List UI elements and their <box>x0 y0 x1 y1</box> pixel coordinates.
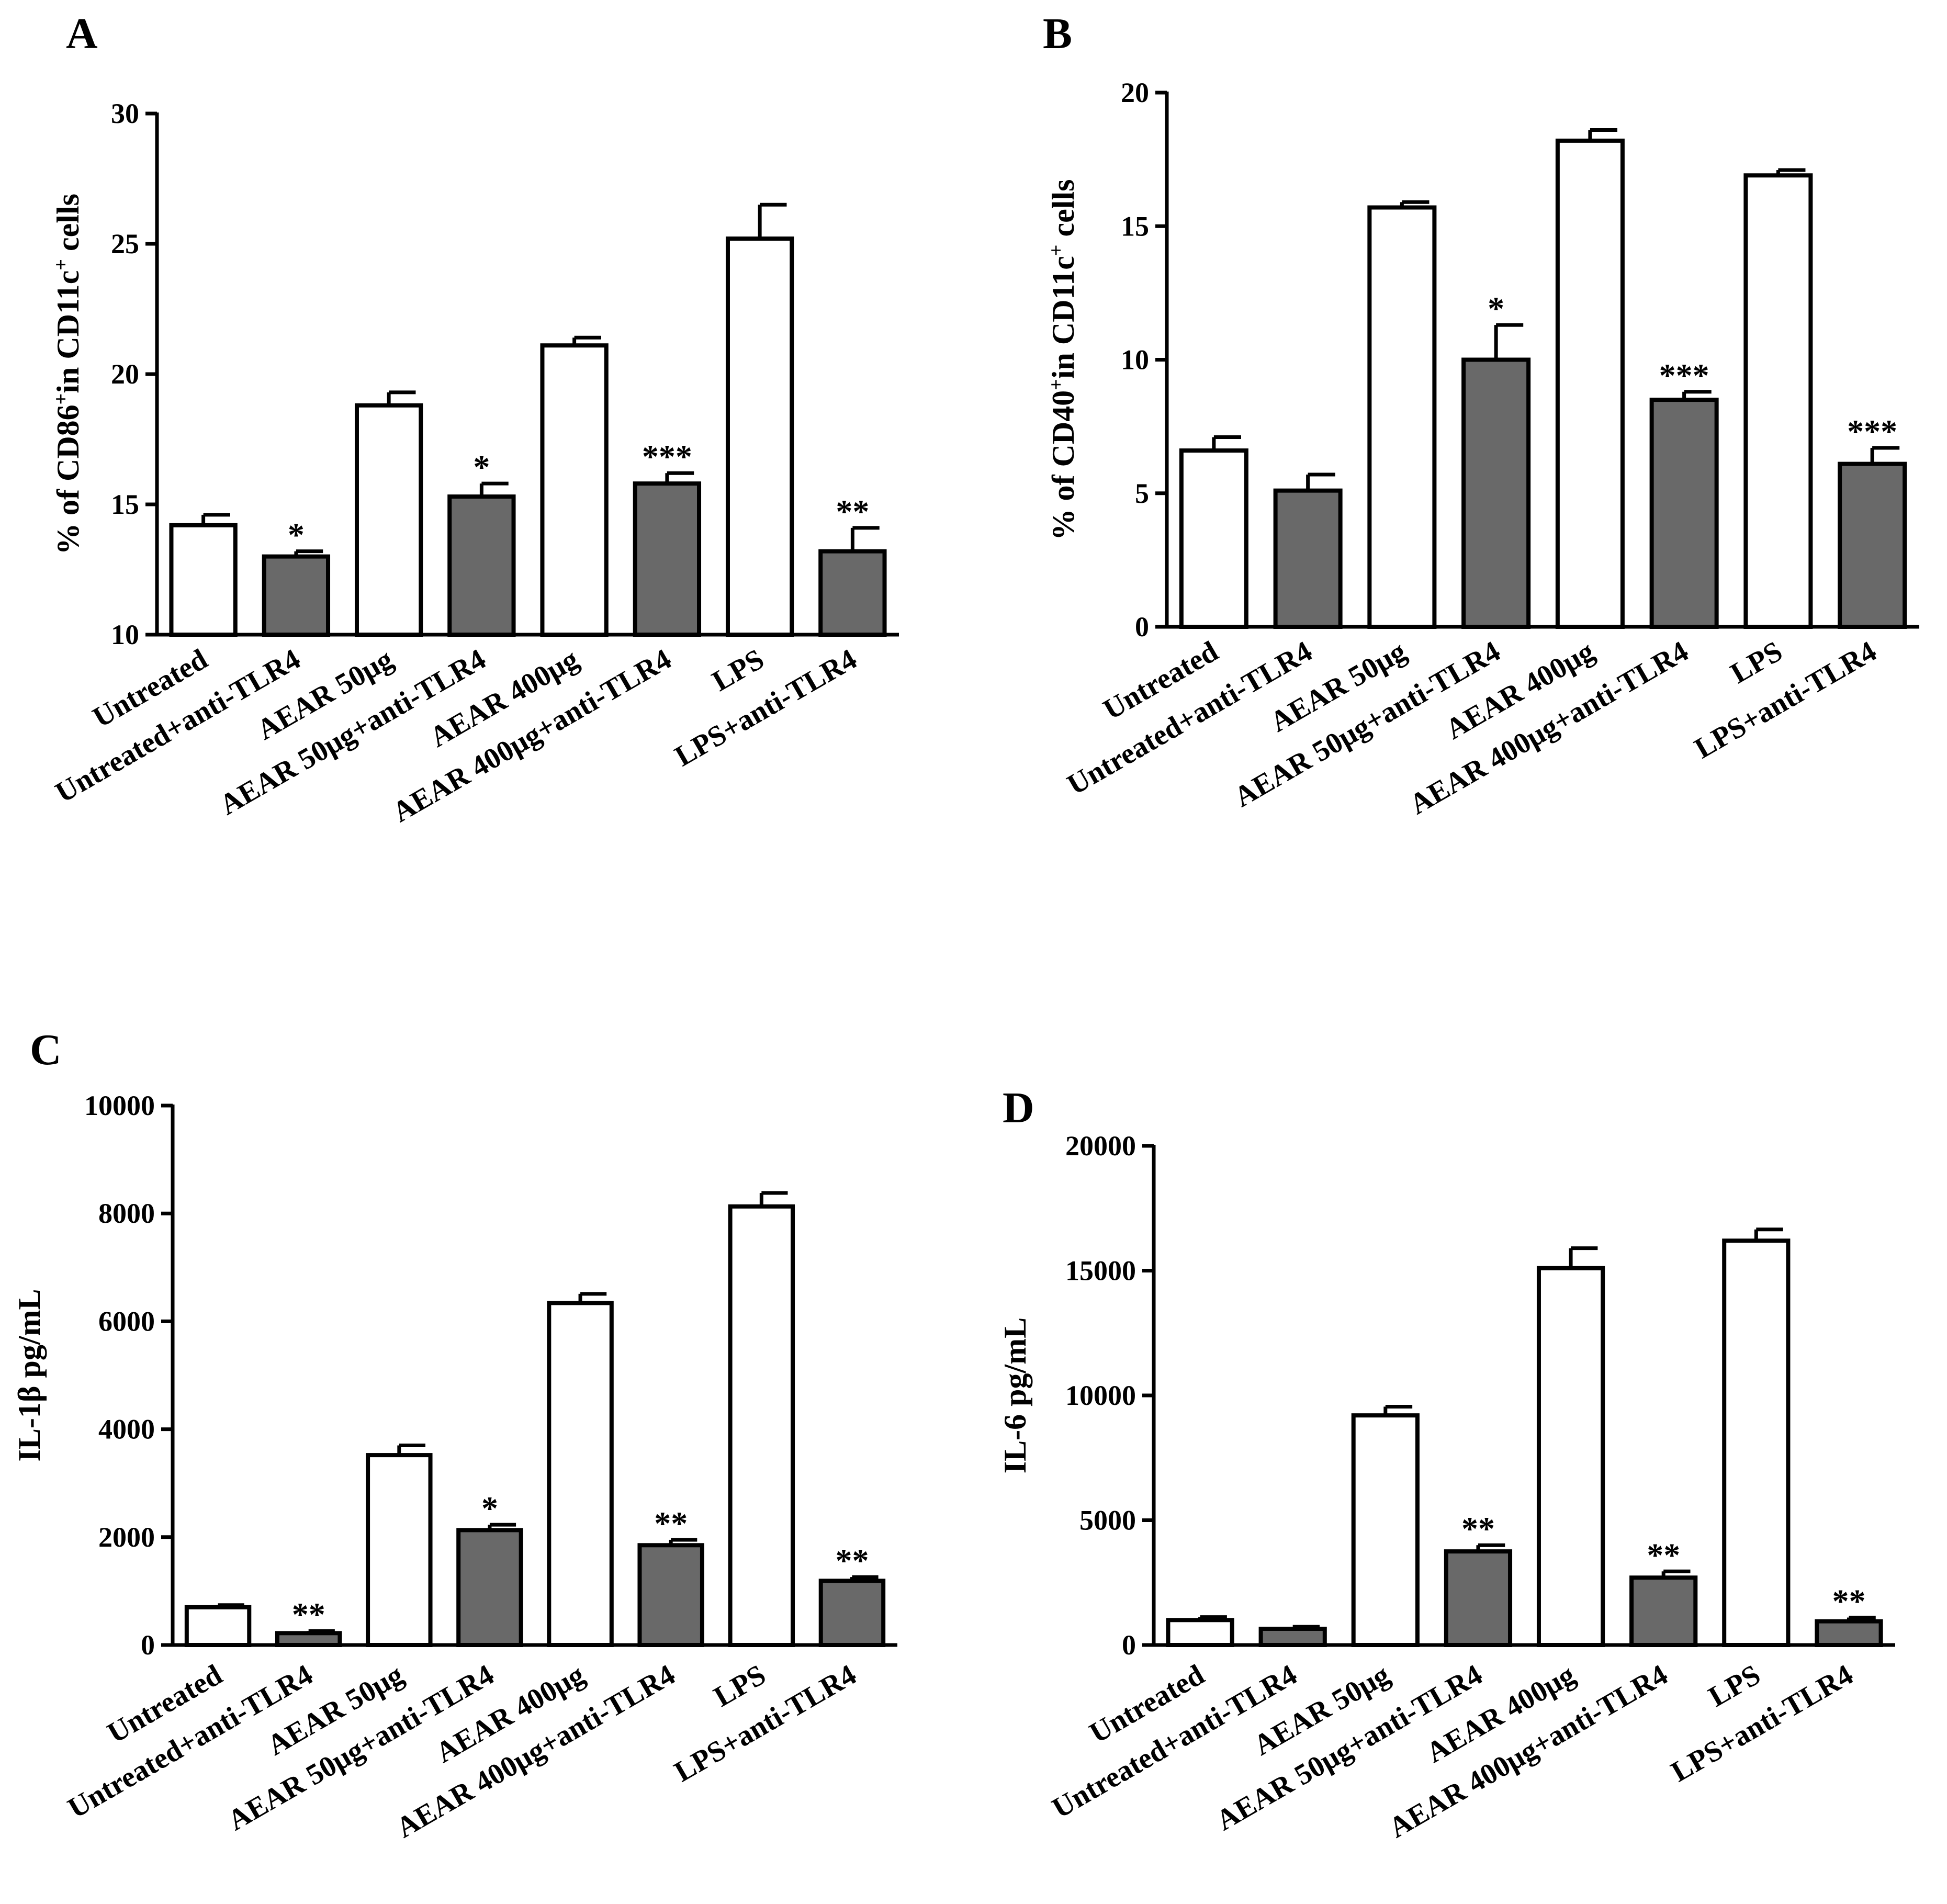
y-axis-title-part: cells <box>51 194 85 259</box>
y-tick-label: 20 <box>111 358 139 390</box>
y-tick-label: 10000 <box>1065 1380 1136 1411</box>
bar <box>728 1204 795 1648</box>
significance-mark: ** <box>1461 1510 1495 1547</box>
y-tick-label: 15 <box>111 489 139 520</box>
bar <box>1273 488 1343 629</box>
bar <box>262 554 331 637</box>
y-tick-label: 0 <box>141 1629 155 1661</box>
panel-letter: C <box>30 1026 62 1074</box>
significance-mark: *** <box>1659 357 1709 394</box>
bar <box>1629 1575 1698 1647</box>
bar <box>447 494 516 637</box>
y-axis-title: % of CD86+in CD11c+ cells <box>50 194 85 555</box>
y-tick-label: 10 <box>1121 344 1149 376</box>
bar <box>818 1579 886 1648</box>
category-label: LPS <box>1725 635 1788 690</box>
y-axis-title-sup: + <box>50 393 72 405</box>
y-tick-label: 6000 <box>98 1305 155 1337</box>
category-label: LPS+anti-TLR4 <box>1665 1659 1859 1789</box>
panel-letter: A <box>66 9 98 58</box>
bar <box>1649 398 1719 629</box>
y-tick-label: 15 <box>1121 210 1149 242</box>
y-tick-label: 4000 <box>98 1414 155 1445</box>
bar <box>1838 461 1907 629</box>
y-tick-label: 2000 <box>98 1522 155 1553</box>
significance-mark: * <box>481 1490 498 1527</box>
y-axis-title-part: in CD11c <box>1046 256 1081 379</box>
significance-mark: * <box>288 516 305 554</box>
y-axis-title-sup: + <box>1045 379 1067 390</box>
y-tick-label: 10000 <box>84 1090 155 1121</box>
y-tick-label: 20000 <box>1065 1130 1136 1162</box>
significance-mark: ** <box>1647 1536 1680 1573</box>
bar <box>540 343 609 637</box>
significance-mark: ** <box>835 1542 869 1579</box>
y-tick-label: 10 <box>111 619 139 650</box>
bar <box>725 236 794 637</box>
category-label: LPS+anti-TLR4 <box>1689 635 1882 765</box>
y-tick-label: 0 <box>1135 611 1149 643</box>
panel-letter: D <box>1003 1084 1034 1132</box>
y-axis-title: % of CD40+in CD11c+ cells <box>1045 179 1081 540</box>
bar <box>1722 1238 1791 1647</box>
y-tick-label: 20 <box>1121 77 1149 108</box>
bar <box>1536 1266 1605 1647</box>
bar <box>1166 1618 1234 1648</box>
bar <box>366 1453 433 1647</box>
bar <box>1444 1549 1513 1647</box>
y-tick-label: 0 <box>1122 1629 1136 1661</box>
bar <box>456 1528 523 1647</box>
y-tick-label: 15000 <box>1065 1255 1136 1287</box>
category-label: LPS <box>708 1659 771 1714</box>
bar <box>633 481 702 637</box>
y-tick-label: 5 <box>1135 478 1149 509</box>
significance-mark: ** <box>292 1596 325 1633</box>
bar <box>1815 1619 1883 1648</box>
y-axis-title-part: % of CD40 <box>1046 390 1081 540</box>
y-axis-title: IL-6 pg/mL <box>998 1317 1032 1473</box>
bar <box>547 1301 614 1647</box>
y-axis-title-sup: + <box>1045 244 1067 256</box>
bar <box>818 549 887 637</box>
y-axis-title-part: in CD11c <box>51 271 85 393</box>
significance-mark: ** <box>836 493 869 530</box>
bar <box>184 1605 252 1648</box>
y-tick-label: 25 <box>111 228 139 260</box>
significance-mark: *** <box>1847 413 1897 450</box>
panel-letter: B <box>1043 9 1072 58</box>
y-tick-label: 30 <box>111 98 139 129</box>
category-label: LPS <box>1703 1659 1766 1714</box>
y-tick-label: 8000 <box>98 1198 155 1229</box>
significance-mark: ** <box>654 1505 688 1542</box>
bar <box>354 403 423 637</box>
category-label: LPS <box>707 643 770 698</box>
y-axis-title-part: % of CD86 <box>51 404 85 555</box>
y-axis-title-part: cells <box>1046 179 1081 245</box>
bar <box>1179 448 1248 629</box>
bar <box>1743 173 1813 629</box>
bar <box>1461 357 1531 629</box>
bar <box>1351 1413 1420 1647</box>
significance-mark: * <box>473 448 490 486</box>
y-axis-title: IL-1β pg/mL <box>12 1289 47 1462</box>
y-tick-label: 5000 <box>1079 1505 1136 1536</box>
bar <box>1367 205 1437 629</box>
significance-mark: * <box>1488 290 1504 327</box>
significance-mark: *** <box>642 438 692 475</box>
bar <box>637 1543 704 1647</box>
category-label: LPS+anti-TLR4 <box>669 643 862 773</box>
bar <box>1555 138 1625 629</box>
bar <box>169 523 238 637</box>
bar <box>1258 1626 1327 1648</box>
y-axis-title-sup: + <box>50 259 72 271</box>
significance-mark: ** <box>1832 1583 1865 1620</box>
bar <box>275 1631 342 1648</box>
